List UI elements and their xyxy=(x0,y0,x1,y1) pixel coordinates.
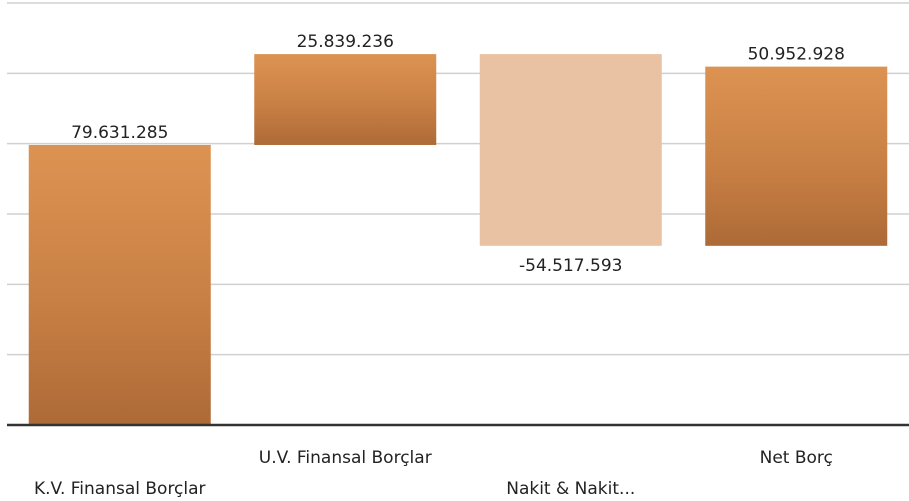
bar xyxy=(254,54,437,145)
bar xyxy=(28,144,211,425)
bar xyxy=(479,54,662,246)
value-label: -54.517.593 xyxy=(519,256,622,276)
x-tick-label: U.V. Finansal Borçlar xyxy=(259,448,432,468)
bar xyxy=(705,66,888,246)
x-tick-label: Net Borç xyxy=(760,448,833,468)
x-tick-label: K.V. Finansal Borçlar xyxy=(34,479,206,499)
value-label: 79.631.285 xyxy=(71,123,168,143)
x-tick-label: Nakit & Nakit... xyxy=(506,479,635,499)
value-label: 50.952.928 xyxy=(748,45,845,65)
value-label: 25.839.236 xyxy=(297,32,394,52)
